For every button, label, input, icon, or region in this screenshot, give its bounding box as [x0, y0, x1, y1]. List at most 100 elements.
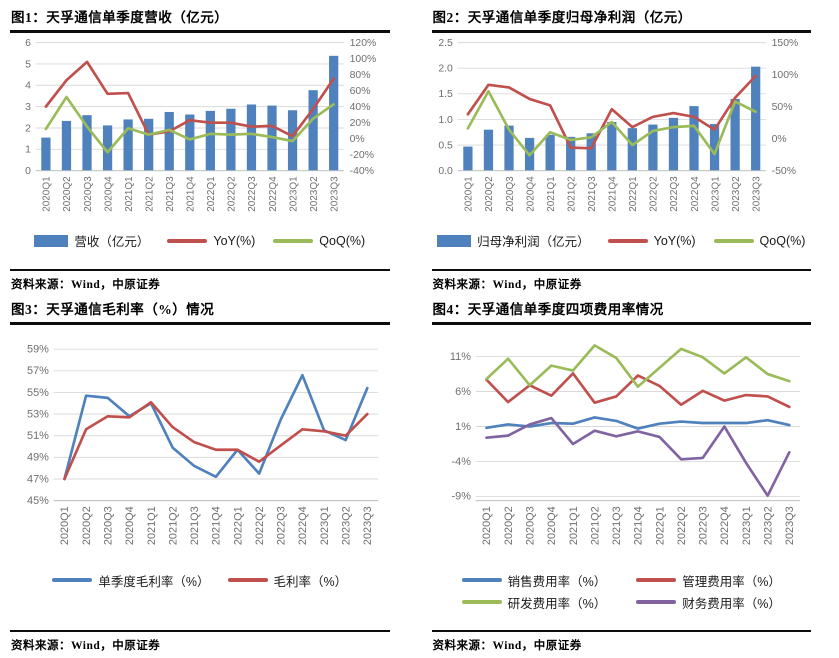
svg-text:2021Q4: 2021Q4: [186, 176, 197, 212]
legend-gross-margin: 单季度毛利率（%） 毛利率（%）: [10, 571, 390, 590]
svg-text:6%: 6%: [455, 386, 471, 398]
title-rule: [10, 30, 390, 33]
svg-text:45%: 45%: [27, 495, 49, 507]
svg-text:2023Q1: 2023Q1: [740, 506, 752, 545]
svg-text:2023Q3: 2023Q3: [362, 506, 374, 545]
legend-label: QoQ(%): [759, 233, 806, 248]
svg-text:20%: 20%: [350, 118, 371, 129]
svg-text:2022Q3: 2022Q3: [697, 506, 709, 545]
title-rule: [431, 30, 811, 33]
figure-2-title: 图2：天孚通信单季度归母净利润（亿元）: [432, 10, 692, 25]
svg-text:0%: 0%: [350, 134, 365, 145]
legend-item: YoY(%): [167, 234, 255, 248]
svg-text:2022Q4: 2022Q4: [719, 506, 731, 545]
title-rule: [431, 321, 811, 325]
figure-grid: 图1：天孚通信单季度营收（亿元） 0 1 2 3 4 5 6 -40% -20% 0% 20% 40%…: [10, 5, 811, 654]
svg-text:-4%: -4%: [451, 456, 471, 468]
quarterly-revenue-chart: 0 1 2 3 4 5 6 -40% -20% 0% 20% 40% 60% 80% 100% 120% 202…: [25, 38, 377, 212]
svg-text:2020Q1: 2020Q1: [42, 176, 53, 212]
svg-text:2022Q2: 2022Q2: [227, 176, 238, 212]
legend-bar-swatch: [437, 234, 472, 247]
panel-quarterly-revenue: 图1：天孚通信单季度营收（亿元） 0 1 2 3 4 5 6 -40% -20% 0% 20% 40%…: [10, 5, 390, 293]
svg-text:50%: 50%: [771, 102, 792, 113]
source-rule: [10, 268, 390, 271]
source-line: 资料来源：Wind，中原证券: [432, 640, 582, 652]
svg-text:150%: 150%: [771, 38, 798, 49]
svg-text:2020Q1: 2020Q1: [59, 506, 71, 545]
svg-text:2021Q1: 2021Q1: [567, 506, 579, 545]
svg-text:2023Q1: 2023Q1: [319, 506, 331, 545]
legend-item: 销售费用率（%）: [461, 571, 607, 590]
svg-text:2022Q1: 2022Q1: [206, 176, 217, 212]
svg-text:2020Q2: 2020Q2: [502, 506, 514, 545]
svg-text:2022Q4: 2022Q4: [689, 176, 700, 212]
svg-text:2021Q1: 2021Q1: [545, 176, 556, 212]
svg-text:0: 0: [25, 166, 31, 177]
svg-text:2020Q2: 2020Q2: [62, 176, 73, 212]
figure-4-title: 图4：天孚通信单季度四项费用率情况: [432, 301, 664, 317]
panel-gross-margin: 图3：天孚通信毛利率（%）情况 45% 47% 49% 51% 53% 55% 57% 59%…: [10, 297, 390, 654]
figure-1-title: 图1：天孚通信单季度营收（亿元）: [11, 10, 229, 25]
legend-line-swatch: [636, 600, 677, 605]
legend-item: 归母净利润（亿元）: [437, 231, 590, 250]
svg-text:49%: 49%: [27, 451, 49, 463]
svg-text:51%: 51%: [27, 430, 49, 442]
svg-text:-20%: -20%: [350, 150, 374, 161]
svg-text:2021Q2: 2021Q2: [144, 176, 155, 212]
svg-text:2021Q2: 2021Q2: [589, 506, 601, 545]
svg-text:57%: 57%: [27, 365, 49, 377]
svg-text:2021Q4: 2021Q4: [211, 506, 223, 545]
svg-text:2021Q4: 2021Q4: [632, 506, 644, 545]
svg-text:59%: 59%: [27, 343, 49, 355]
legend-quarterly-revenue: 营收（亿元） YoY(%) QoQ(%): [10, 231, 390, 250]
svg-text:2020Q1: 2020Q1: [463, 176, 474, 212]
svg-text:2: 2: [25, 123, 31, 134]
svg-text:2023Q2: 2023Q2: [730, 176, 741, 212]
legend-line-swatch: [713, 238, 754, 243]
svg-text:4: 4: [25, 81, 31, 92]
svg-text:2020Q2: 2020Q2: [484, 176, 495, 212]
legend-quarterly-net-profit: 归母净利润（亿元） YoY(%) QoQ(%): [432, 231, 812, 250]
svg-text:120%: 120%: [350, 38, 377, 49]
svg-text:53%: 53%: [27, 408, 49, 420]
source-line: 资料来源：Wind，中原证券: [11, 278, 161, 291]
svg-text:55%: 55%: [27, 387, 49, 399]
svg-text:2021Q3: 2021Q3: [165, 176, 176, 212]
gross-margin-chart: 45% 47% 49% 51% 53% 55% 57% 59% 2020Q1 2020Q2 2020…: [27, 343, 379, 545]
svg-text:3: 3: [25, 102, 31, 113]
svg-text:0.0: 0.0: [438, 166, 453, 177]
panel-footer: 资料来源：Wind，中原证券: [431, 263, 811, 293]
legend-item: 管理费用率（%）: [636, 571, 781, 590]
svg-text:2023Q3: 2023Q3: [751, 176, 762, 212]
legend-item: 毛利率（%）: [227, 571, 347, 590]
svg-text:1%: 1%: [455, 421, 471, 433]
source-rule: [431, 630, 811, 632]
svg-text:2021Q4: 2021Q4: [607, 176, 618, 212]
svg-text:6: 6: [25, 38, 31, 49]
svg-text:2022Q4: 2022Q4: [268, 176, 279, 212]
legend-line-swatch: [227, 578, 268, 583]
svg-text:2.0: 2.0: [438, 64, 453, 75]
svg-text:2021Q3: 2021Q3: [611, 506, 623, 545]
panel-quarterly-net-profit: 图2：天孚通信单季度归母净利润（亿元） 0.0 0.5 1.0 1.5 2.0 2.5 -5…: [431, 5, 812, 293]
legend-label: 销售费用率（%）: [507, 574, 607, 589]
svg-text:1: 1: [25, 145, 31, 156]
svg-text:2020Q3: 2020Q3: [83, 176, 94, 212]
legend-line-swatch: [273, 238, 314, 243]
svg-text:2022Q1: 2022Q1: [628, 176, 639, 212]
svg-text:11%: 11%: [449, 351, 470, 363]
svg-text:0.5: 0.5: [438, 140, 453, 151]
legend-label: 归母净利润（亿元）: [477, 235, 590, 250]
legend-line-swatch: [461, 600, 502, 605]
svg-text:2.5: 2.5: [438, 38, 453, 49]
svg-text:2020Q3: 2020Q3: [524, 506, 536, 545]
legend-label: 营收（亿元）: [74, 235, 150, 250]
svg-text:2022Q3: 2022Q3: [247, 176, 258, 212]
svg-text:40%: 40%: [350, 102, 371, 113]
svg-text:1.0: 1.0: [438, 115, 453, 126]
figure-3-title: 图3：天孚通信毛利率（%）情况: [11, 301, 215, 317]
svg-text:2021Q2: 2021Q2: [566, 176, 577, 212]
quarterly-net-profit-chart: 0.0 0.5 1.0 1.5 2.0 2.5 -50% 0% 50% 100% 150% 2020Q…: [438, 38, 798, 212]
legend-line-swatch: [607, 238, 648, 243]
svg-text:2020Q4: 2020Q4: [525, 176, 536, 212]
